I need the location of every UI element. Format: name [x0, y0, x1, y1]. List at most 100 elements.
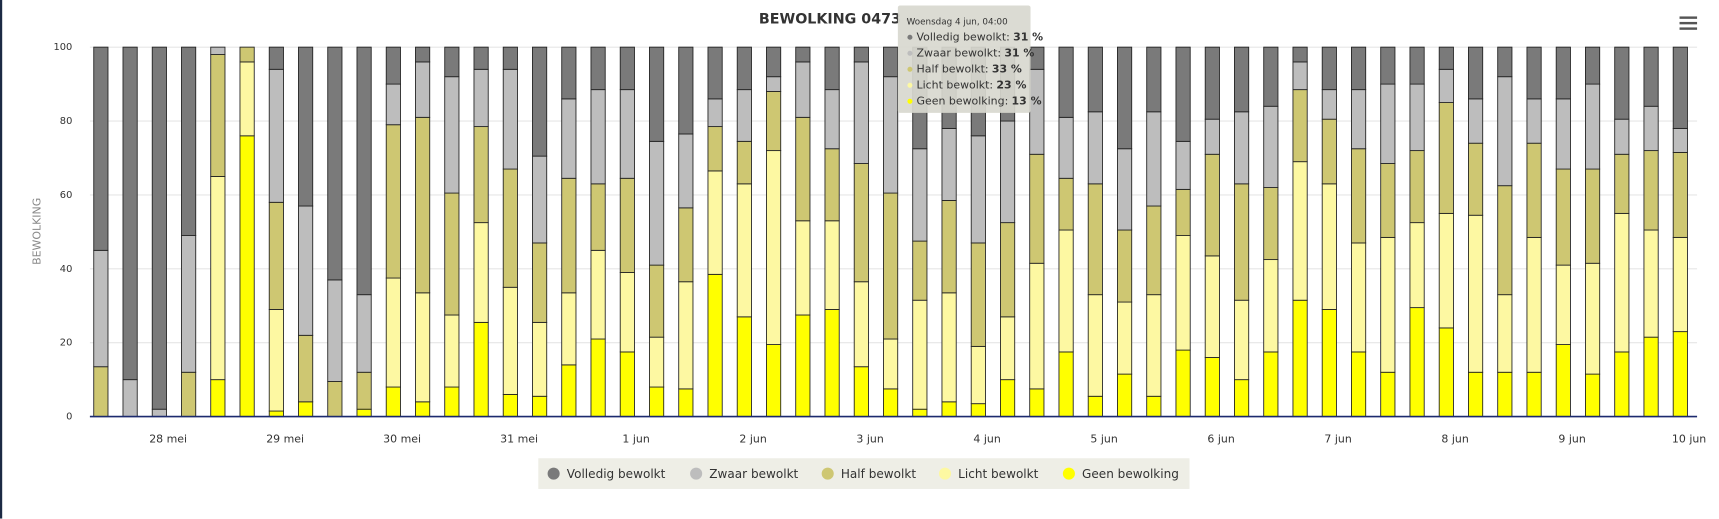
- bar-segment: [1058, 116, 1074, 179]
- bar-segment: [649, 46, 665, 142]
- tooltip-marker: [907, 82, 913, 88]
- bar-segment: [1351, 351, 1367, 418]
- bar-segment: [1117, 301, 1133, 375]
- bar-segment: [1117, 229, 1133, 303]
- bar-segment: [1000, 379, 1016, 418]
- bar-segment: [1497, 371, 1513, 418]
- tooltip-name: Volledig bewolkt:: [917, 30, 1010, 43]
- bar-segment: [1146, 46, 1162, 113]
- bar-segment: [1438, 46, 1454, 70]
- bar-segment: [385, 124, 401, 279]
- bar-segment: [502, 286, 518, 395]
- legend-item[interactable]: Volledig bewolkt: [547, 467, 666, 481]
- legend-item[interactable]: Geen bewolking: [1062, 467, 1179, 481]
- legend-item[interactable]: Licht bewolkt: [938, 467, 1039, 481]
- bar-segment: [1643, 336, 1659, 418]
- bar-segment: [1175, 46, 1191, 142]
- bar-segment: [327, 279, 343, 382]
- bar-segment: [1409, 307, 1425, 418]
- bar-segment: [1234, 111, 1250, 185]
- bar-segment: [327, 381, 343, 418]
- bar-segment: [1468, 142, 1484, 216]
- bar-segment: [824, 220, 840, 310]
- bar-segment: [941, 127, 957, 201]
- bar-segment: [970, 242, 986, 347]
- y-tick-label: 0: [66, 412, 72, 423]
- bar-segment: [1029, 262, 1045, 390]
- bar-segment: [1292, 89, 1308, 163]
- bar-segment: [1409, 83, 1425, 152]
- bar-segment: [561, 46, 577, 100]
- bar-segment: [1175, 235, 1191, 351]
- bar-segment: [707, 273, 723, 418]
- bar-segment: [1526, 46, 1542, 100]
- bar-segment: [268, 46, 284, 70]
- bar-segment: [853, 281, 869, 368]
- bar-segment: [1146, 395, 1162, 418]
- bar-segment: [853, 366, 869, 418]
- bar-segment: [1117, 148, 1133, 231]
- bar-segment: [1672, 151, 1688, 238]
- bar-segment: [444, 386, 460, 418]
- bar-segment: [1175, 349, 1191, 418]
- legend-item[interactable]: Zwaar bewolkt: [690, 467, 799, 481]
- bar-segment: [736, 89, 752, 142]
- bar-segment: [619, 272, 635, 353]
- bar-segment: [561, 98, 577, 179]
- bar-segment: [707, 170, 723, 275]
- bar-segment: [93, 366, 109, 418]
- bar-segment: [385, 386, 401, 418]
- tooltip-item: Half bewolkt: 33 %: [917, 62, 1022, 75]
- bar-segment: [1058, 177, 1074, 231]
- bar-segment: [1292, 299, 1308, 418]
- bar-segment: [678, 46, 694, 135]
- bar-segment: [1438, 68, 1454, 103]
- tooltip-marker: [907, 34, 913, 40]
- legend-label: Licht bewolkt: [958, 467, 1038, 481]
- bar-segment: [415, 292, 431, 403]
- bar-segment: [356, 408, 372, 418]
- menu-button[interactable]: [1679, 16, 1698, 30]
- bar-segment: [298, 334, 314, 403]
- bar-segment: [1292, 61, 1308, 91]
- legend-label: Volledig bewolkt: [567, 467, 666, 481]
- bar-segment: [1555, 98, 1571, 170]
- bar-segment: [853, 61, 869, 164]
- bar-segment: [444, 314, 460, 388]
- bar-segment: [1672, 46, 1688, 129]
- bar-segment: [1585, 46, 1601, 85]
- bar-segment: [649, 336, 665, 388]
- bar-segment: [356, 294, 372, 373]
- bar-segment: [1087, 395, 1103, 418]
- tooltip-marker: [907, 50, 913, 56]
- bar-segment: [590, 183, 606, 251]
- bar-segment: [298, 401, 314, 418]
- bar-segment: [590, 89, 606, 185]
- bar-segment: [1087, 46, 1103, 113]
- bar-segment: [385, 277, 401, 388]
- tooltip-value: 23 %: [996, 78, 1026, 91]
- bar-segment: [736, 316, 752, 418]
- tooltip-marker: [907, 98, 913, 104]
- bar-segment: [1468, 371, 1484, 418]
- legend-item[interactable]: Half bewolkt: [821, 467, 917, 481]
- bar-segment: [912, 299, 928, 410]
- bar-segment: [1409, 46, 1425, 85]
- bar-segment: [210, 379, 226, 418]
- x-tick-label: 29 mei: [266, 433, 304, 446]
- bar-segment: [181, 46, 197, 237]
- bar-segment: [736, 46, 752, 91]
- bar-segment: [824, 309, 840, 418]
- bar-segment: [970, 403, 986, 418]
- bar-segment: [151, 408, 167, 418]
- x-tick-label: 6 jun: [1207, 433, 1234, 446]
- bar-segment: [1643, 105, 1659, 152]
- bar-segment: [532, 155, 548, 244]
- bar-segment: [1234, 379, 1250, 418]
- tooltip-name: Half bewolkt:: [917, 62, 989, 75]
- bar-segment: [93, 46, 109, 251]
- bar-segment: [1497, 76, 1513, 187]
- bar-segment: [707, 46, 723, 100]
- bar-segment: [766, 46, 782, 78]
